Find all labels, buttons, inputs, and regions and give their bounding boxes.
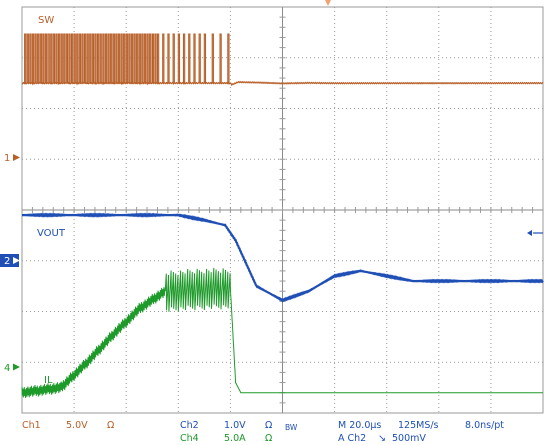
channel-1-marker-label: 1 <box>4 153 10 164</box>
channel-2-arrow-icon <box>13 257 20 264</box>
status-trigger-source: A Ch2 <box>338 433 366 444</box>
status-ch1-scale: 5.0V <box>66 420 88 431</box>
channel-4-marker-label: 4 <box>4 363 10 374</box>
status-trigger-level: 500mV <box>392 433 426 444</box>
channel-4-arrow-icon <box>13 363 20 371</box>
channel-2-marker-box <box>0 254 19 267</box>
channel-2-marker[interactable]: 2 <box>0 254 20 267</box>
status-ch2-coupling: Ω <box>265 420 272 431</box>
channel-2-marker-label: 2 <box>4 256 10 267</box>
channel-4-marker[interactable]: 4 <box>4 363 20 374</box>
status-ch1-label: Ch1 <box>22 420 41 431</box>
trace-label-vout: VOUT <box>37 228 66 239</box>
status-ch1-coupling: Ω <box>107 420 114 431</box>
status-time-div: M 20.0µs <box>338 420 381 431</box>
trace-label-sw: SW <box>38 15 54 26</box>
trigger-level-arrow-icon <box>527 230 532 236</box>
grid <box>21 6 544 414</box>
status-bandwidth-limit: BW <box>285 423 298 432</box>
status-resolution: 8.0ns/pt <box>465 420 504 431</box>
status-ch2-label: Ch2 <box>180 420 199 431</box>
series-vout-trace <box>22 212 544 303</box>
trace-label-il: IL <box>44 375 53 386</box>
series-sw-trace <box>21 33 544 87</box>
status-ch4-scale: 5.0A <box>224 433 246 444</box>
trigger-slope-icon: ↘ <box>378 433 386 444</box>
trigger-position-marker <box>325 0 331 6</box>
status-ch2-scale: 1.0V <box>224 420 246 431</box>
status-ch4-coupling: Ω <box>265 433 272 444</box>
status-sample-rate: 125MS/s <box>398 420 439 431</box>
status-bar: Ch1 5.0V Ω Ch2 1.0V Ω Ch4 5.0A Ω BW M 20… <box>22 420 504 444</box>
channel-1-marker[interactable]: 1 <box>4 153 20 164</box>
channel-1-arrow-icon <box>13 154 20 161</box>
traces <box>21 33 544 399</box>
status-ch4-label: Ch4 <box>180 433 199 444</box>
trigger-level-marker[interactable] <box>527 230 543 236</box>
series-il-trace <box>21 267 543 399</box>
